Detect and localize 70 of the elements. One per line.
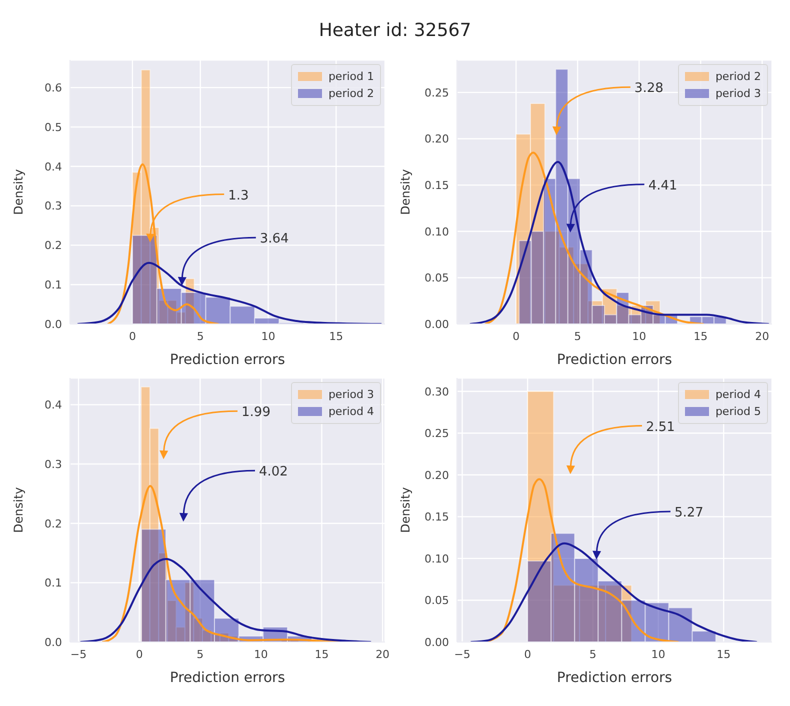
x-tick-label: 20 xyxy=(755,330,770,343)
annotation: 1.99 xyxy=(242,405,270,420)
annotation: 4.02 xyxy=(259,464,288,480)
y-tick-label: 0.10 xyxy=(424,225,449,238)
x-tick-label: 0 xyxy=(128,330,136,343)
y-tick-label: 0.2 xyxy=(44,239,62,252)
x-tick-label: 15 xyxy=(694,330,708,343)
x-tick-label: 15 xyxy=(329,330,344,343)
y-tick-label: 0.5 xyxy=(44,120,62,134)
legend-label: period 2 xyxy=(328,86,374,102)
y-tick-label: 0.30 xyxy=(424,385,449,398)
chart-title: Heater id: 32567 xyxy=(318,20,472,40)
annotation: 3.64 xyxy=(260,232,289,247)
legend-label: period 3 xyxy=(715,86,761,102)
annotation: 3.28 xyxy=(634,81,664,96)
y-tick-label: 0.20 xyxy=(424,132,449,146)
y-tick-label: 0.15 xyxy=(424,178,449,192)
x-axis-title: Prediction errors xyxy=(556,670,672,686)
annotation: 2.51 xyxy=(646,420,675,435)
x-axis-title: Prediction errors xyxy=(170,352,286,368)
legend-label: period 1 xyxy=(328,69,374,85)
y-axis-title: Density xyxy=(398,487,412,533)
legend-label: period 5 xyxy=(715,404,761,420)
y-tick-label: 0.3 xyxy=(44,200,62,213)
y-tick-label: 0.05 xyxy=(424,272,449,285)
x-tick-label: −5 xyxy=(454,648,470,661)
x-tick-label: 10 xyxy=(651,648,666,661)
y-tick-label: 0.25 xyxy=(424,427,449,440)
x-tick-label: 15 xyxy=(314,648,329,661)
x-tick-label: 0 xyxy=(136,648,143,661)
y-tick-label: 0.00 xyxy=(424,636,449,649)
y-tick-label: 0.00 xyxy=(424,318,449,331)
x-tick-label: 10 xyxy=(632,330,646,343)
x-tick-label: 20 xyxy=(376,648,390,661)
x-tick-label: 10 xyxy=(254,648,268,661)
y-tick-label: 0.0 xyxy=(44,636,62,649)
legend-label: period 4 xyxy=(715,387,761,403)
y-tick-label: 0.15 xyxy=(424,510,449,524)
x-tick-label: −5 xyxy=(70,648,87,661)
y-tick-label: 0.0 xyxy=(44,318,62,331)
y-tick-label: 0.6 xyxy=(44,81,62,94)
x-tick-label: 0 xyxy=(524,648,532,661)
y-tick-label: 0.1 xyxy=(44,576,62,590)
y-tick-label: 0.05 xyxy=(424,594,449,608)
y-tick-label: 0.25 xyxy=(424,86,449,100)
y-tick-label: 0.4 xyxy=(44,398,62,412)
legend-label: period 4 xyxy=(328,404,374,420)
annotation: 5.27 xyxy=(674,505,704,520)
y-axis-title: Density xyxy=(11,487,26,533)
x-axis-title: Prediction errors xyxy=(170,670,286,686)
y-tick-label: 0.10 xyxy=(424,552,449,566)
legend-label: period 2 xyxy=(715,69,761,85)
x-tick-label: 5 xyxy=(196,330,204,343)
x-tick-label: 0 xyxy=(512,330,520,343)
y-axis-title: Density xyxy=(11,169,26,215)
annotation: 1.3 xyxy=(228,188,249,204)
annotation: 4.41 xyxy=(648,178,678,194)
y-tick-label: 0.20 xyxy=(424,468,449,482)
x-axis-title: Prediction errors xyxy=(556,352,672,368)
x-tick-label: 15 xyxy=(716,648,731,661)
y-axis-title: Density xyxy=(398,169,412,215)
legend-label: period 3 xyxy=(328,387,374,403)
y-tick-label: 0.3 xyxy=(44,458,62,471)
x-tick-label: 5 xyxy=(574,330,582,343)
y-tick-label: 0.2 xyxy=(44,517,62,530)
x-tick-label: 10 xyxy=(261,330,276,343)
x-tick-label: 5 xyxy=(589,648,596,661)
x-tick-label: 5 xyxy=(196,648,204,661)
y-tick-label: 0.1 xyxy=(44,278,62,292)
y-tick-label: 0.4 xyxy=(44,160,62,174)
